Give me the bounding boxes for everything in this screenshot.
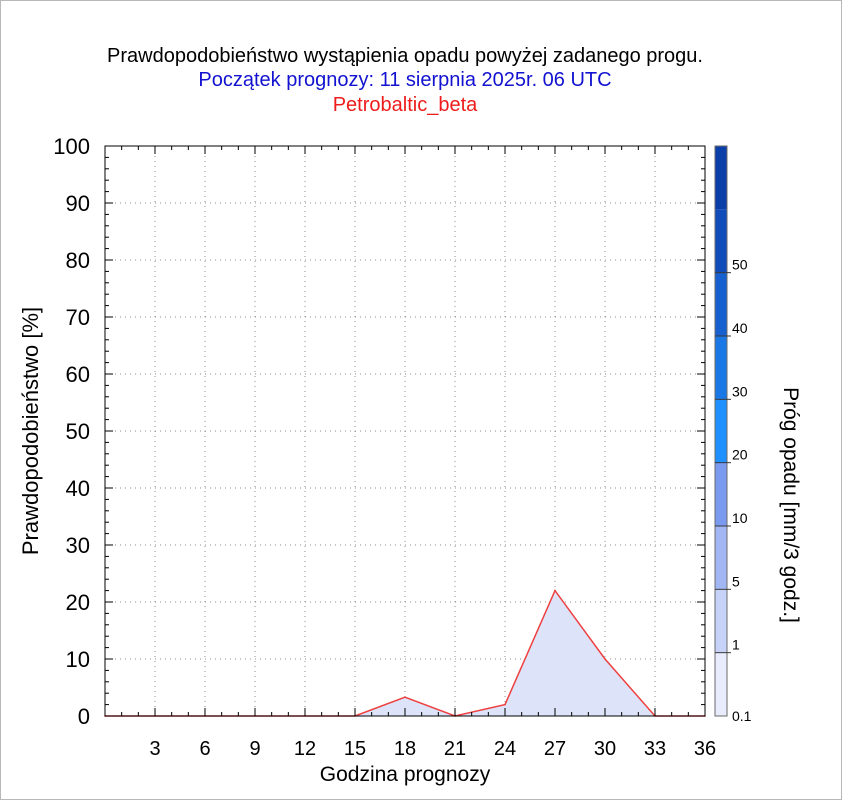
x-axis-label: Godzina prognozy xyxy=(320,763,491,786)
model-name: Petrobaltic_beta xyxy=(333,94,478,116)
colorbar-segment xyxy=(715,146,727,210)
x-tick-label: 33 xyxy=(644,738,666,760)
colorbar-tick-label: 5 xyxy=(732,573,740,589)
x-tick-label: 12 xyxy=(294,738,316,760)
x-tick-label: 18 xyxy=(394,738,416,760)
colorbar-tick-label: 10 xyxy=(732,510,748,526)
y-tick-label: 80 xyxy=(66,248,90,273)
x-tick-label: 36 xyxy=(694,738,716,760)
colorbar-tick-label: 40 xyxy=(732,320,748,336)
colorbar-tick-label: 0.1 xyxy=(732,708,752,724)
colorbar-segment xyxy=(715,272,727,336)
y-tick-label: 90 xyxy=(66,191,90,216)
y-tick-label: 20 xyxy=(66,590,90,615)
y-tick-label: 60 xyxy=(66,362,90,387)
colorbar-segment xyxy=(715,209,727,273)
y-axis-label: Prawdopodobieństwo [%] xyxy=(18,307,43,555)
colorbar-frame xyxy=(714,145,728,717)
y-tick-label: 100 xyxy=(53,134,90,159)
chart-subtitle: Początek prognozy: 11 sierpnia 2025r. 06… xyxy=(198,69,611,91)
colorbar-segment xyxy=(715,462,727,526)
x-tick-label: 9 xyxy=(249,738,260,760)
axes xyxy=(104,145,706,717)
x-tick-label: 15 xyxy=(344,738,366,760)
colorbar-tick-label: 1 xyxy=(732,637,740,653)
x-tick-label: 21 xyxy=(444,738,466,760)
colorbar-tick-label: 30 xyxy=(732,383,748,399)
y-tick-label: 30 xyxy=(66,533,90,558)
y-tick-label: 10 xyxy=(66,647,90,672)
y-tick-labels: 0 10 20 30 40 50 60 70 80 90 100 xyxy=(53,134,90,729)
chart-title: Prawdopodobieństwo wystąpienia opadu pow… xyxy=(107,45,703,67)
colorbar-segment xyxy=(715,336,727,400)
y-tick-label: 40 xyxy=(66,476,90,501)
data-point xyxy=(504,703,506,706)
data-point xyxy=(404,696,406,698)
data-point xyxy=(554,589,556,592)
colorbar: 0.1 1 5 10 20 30 40 50 xyxy=(714,145,752,724)
y-tick-label: 50 xyxy=(66,419,90,444)
colorbar-segment xyxy=(715,589,727,653)
y-tick-label: 70 xyxy=(66,305,90,330)
x-tick-label: 30 xyxy=(594,738,616,760)
y-tick-label: 0 xyxy=(78,704,90,729)
probability-area xyxy=(105,590,705,716)
colorbar-label: Próg opadu [mm/3 godz.] xyxy=(779,387,802,623)
x-tick-label: 27 xyxy=(544,738,566,760)
x-tick-labels: 3 6 9 12 15 18 21 24 27 30 33 36 xyxy=(149,738,716,760)
x-tick-label: 6 xyxy=(199,738,210,760)
colorbar-segment xyxy=(715,526,727,590)
x-tick-label: 3 xyxy=(149,738,160,760)
x-tick-label: 24 xyxy=(494,738,516,760)
colorbar-tick-label: 20 xyxy=(732,447,748,463)
grid xyxy=(105,146,705,716)
colorbar-tick-label: 50 xyxy=(732,257,748,273)
colorbar-segment xyxy=(715,399,727,463)
colorbar-segment xyxy=(715,652,727,716)
data-point xyxy=(604,658,606,660)
